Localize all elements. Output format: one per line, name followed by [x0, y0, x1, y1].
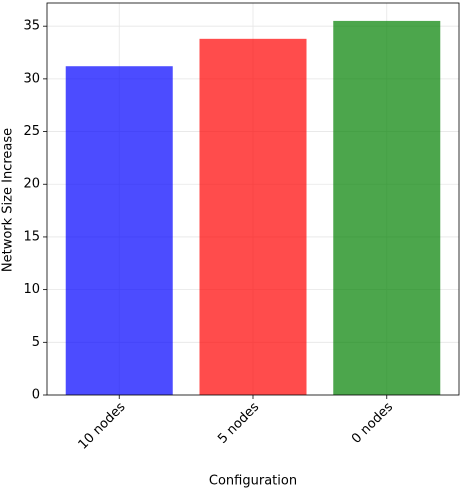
x-axis-label: Configuration: [209, 474, 297, 489]
y-tick-label: 5: [32, 335, 40, 350]
x-tick-label: 0 nodes: [349, 400, 396, 447]
bar: [65, 66, 173, 396]
bar: [199, 38, 307, 396]
y-axis-label: Network Size Increase: [1, 128, 16, 272]
y-tick-label: 25: [23, 124, 40, 139]
y-tick-label: 30: [23, 71, 40, 86]
y-tick-label: 10: [23, 282, 40, 297]
y-tick-label: 35: [23, 19, 40, 34]
x-tick-label: 5 nodes: [215, 400, 262, 447]
x-tick-label: 10 nodes: [76, 400, 129, 453]
bar: [333, 20, 441, 396]
y-tick-label: 20: [23, 177, 40, 192]
y-tick-label: 0: [32, 388, 40, 403]
plot-frame: [46, 2, 460, 396]
y-tick-label: 15: [23, 229, 40, 244]
